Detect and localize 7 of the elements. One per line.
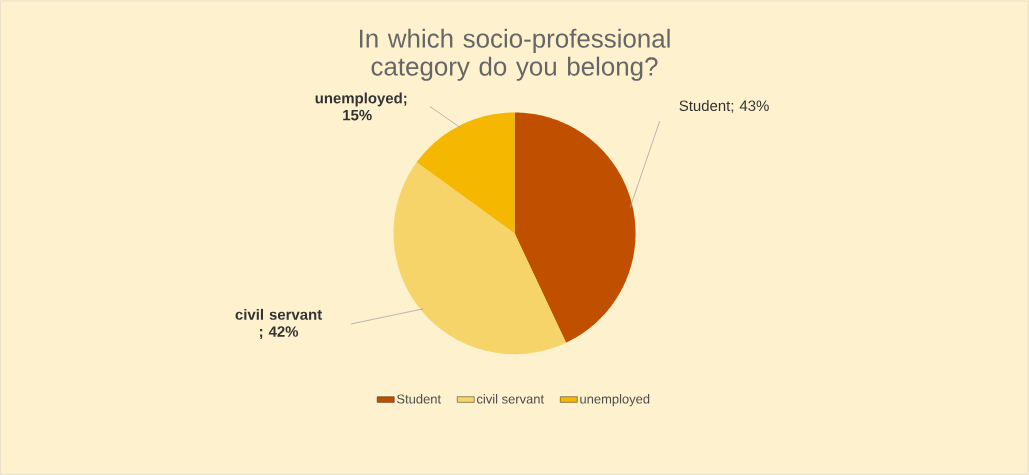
data-label: unemployed; 15% <box>315 92 407 121</box>
legend-label: unemployed <box>580 394 650 407</box>
data-label: civil servant ; 42% <box>235 308 322 339</box>
legend-label: civil servant <box>477 394 544 404</box>
data-label: Student; 43% <box>679 100 769 113</box>
legend-label: Student <box>397 394 441 404</box>
chart-title: In which socio-professional category do you belong? <box>359 28 670 81</box>
